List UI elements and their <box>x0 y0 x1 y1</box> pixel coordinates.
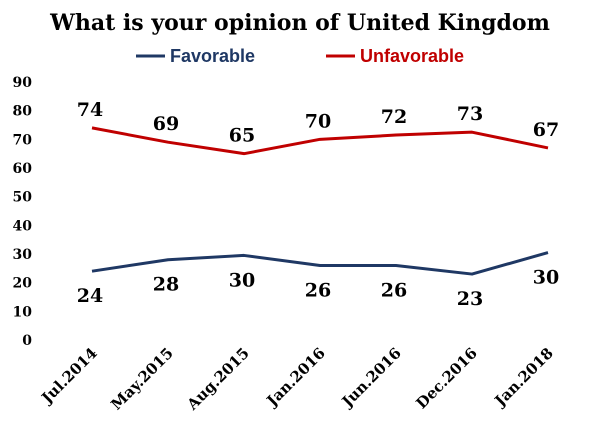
data-label-unfavorable: 70 <box>305 110 331 132</box>
y-tick-label: 10 <box>13 304 33 320</box>
y-tick-label: 90 <box>13 75 33 91</box>
x-tick-label: Jul.2014 <box>37 344 101 408</box>
x-tick-label: Jan.2018 <box>490 344 557 411</box>
data-label-favorable: 28 <box>153 274 179 296</box>
data-label-favorable: 30 <box>229 269 255 291</box>
data-label-favorable: 26 <box>305 279 331 301</box>
data-label-favorable: 24 <box>77 285 103 307</box>
y-tick-label: 20 <box>13 276 33 292</box>
data-label-unfavorable: 65 <box>229 125 255 147</box>
series-line-favorable <box>91 251 549 276</box>
x-tick-label: Jun.2016 <box>337 344 405 412</box>
y-tick-label: 70 <box>13 132 33 148</box>
data-label-favorable: 30 <box>533 267 559 289</box>
series-layer: 24 28 30 26 26 23 30 74 69 65 70 72 73 67 <box>77 99 559 310</box>
legend: Favorable Unfavorable <box>136 46 464 66</box>
data-label-favorable: 23 <box>457 288 483 310</box>
legend-label-favorable: Favorable <box>170 46 255 66</box>
x-tick-label: May.2015 <box>107 344 177 414</box>
y-axis: 0 10 20 30 40 50 60 70 80 90 <box>13 75 33 349</box>
x-tick-label: Aug.2015 <box>183 344 253 414</box>
data-label-favorable: 26 <box>381 279 407 301</box>
y-tick-label: 40 <box>13 218 33 234</box>
y-tick-label: 80 <box>13 104 33 120</box>
x-tick-label: Dec.2016 <box>412 344 480 412</box>
data-label-unfavorable: 72 <box>381 106 407 128</box>
y-tick-label: 50 <box>13 190 33 206</box>
x-axis: Jul.2014 May.2015 Aug.2015 Jan.2016 Jun.2016… <box>37 344 557 414</box>
x-tick-label: Jan.2016 <box>262 344 329 411</box>
legend-label-unfavorable: Unfavorable <box>360 46 464 66</box>
data-label-unfavorable: 74 <box>77 99 103 121</box>
y-tick-label: 30 <box>13 247 33 263</box>
chart-title: What is your opinion of United Kingdom <box>49 10 550 36</box>
data-label-unfavorable: 67 <box>533 119 559 141</box>
data-label-unfavorable: 69 <box>153 113 179 135</box>
series-line-unfavorable <box>91 126 549 156</box>
y-tick-label: 0 <box>22 333 32 349</box>
data-label-unfavorable: 73 <box>457 103 483 125</box>
y-tick-label: 60 <box>13 161 33 177</box>
